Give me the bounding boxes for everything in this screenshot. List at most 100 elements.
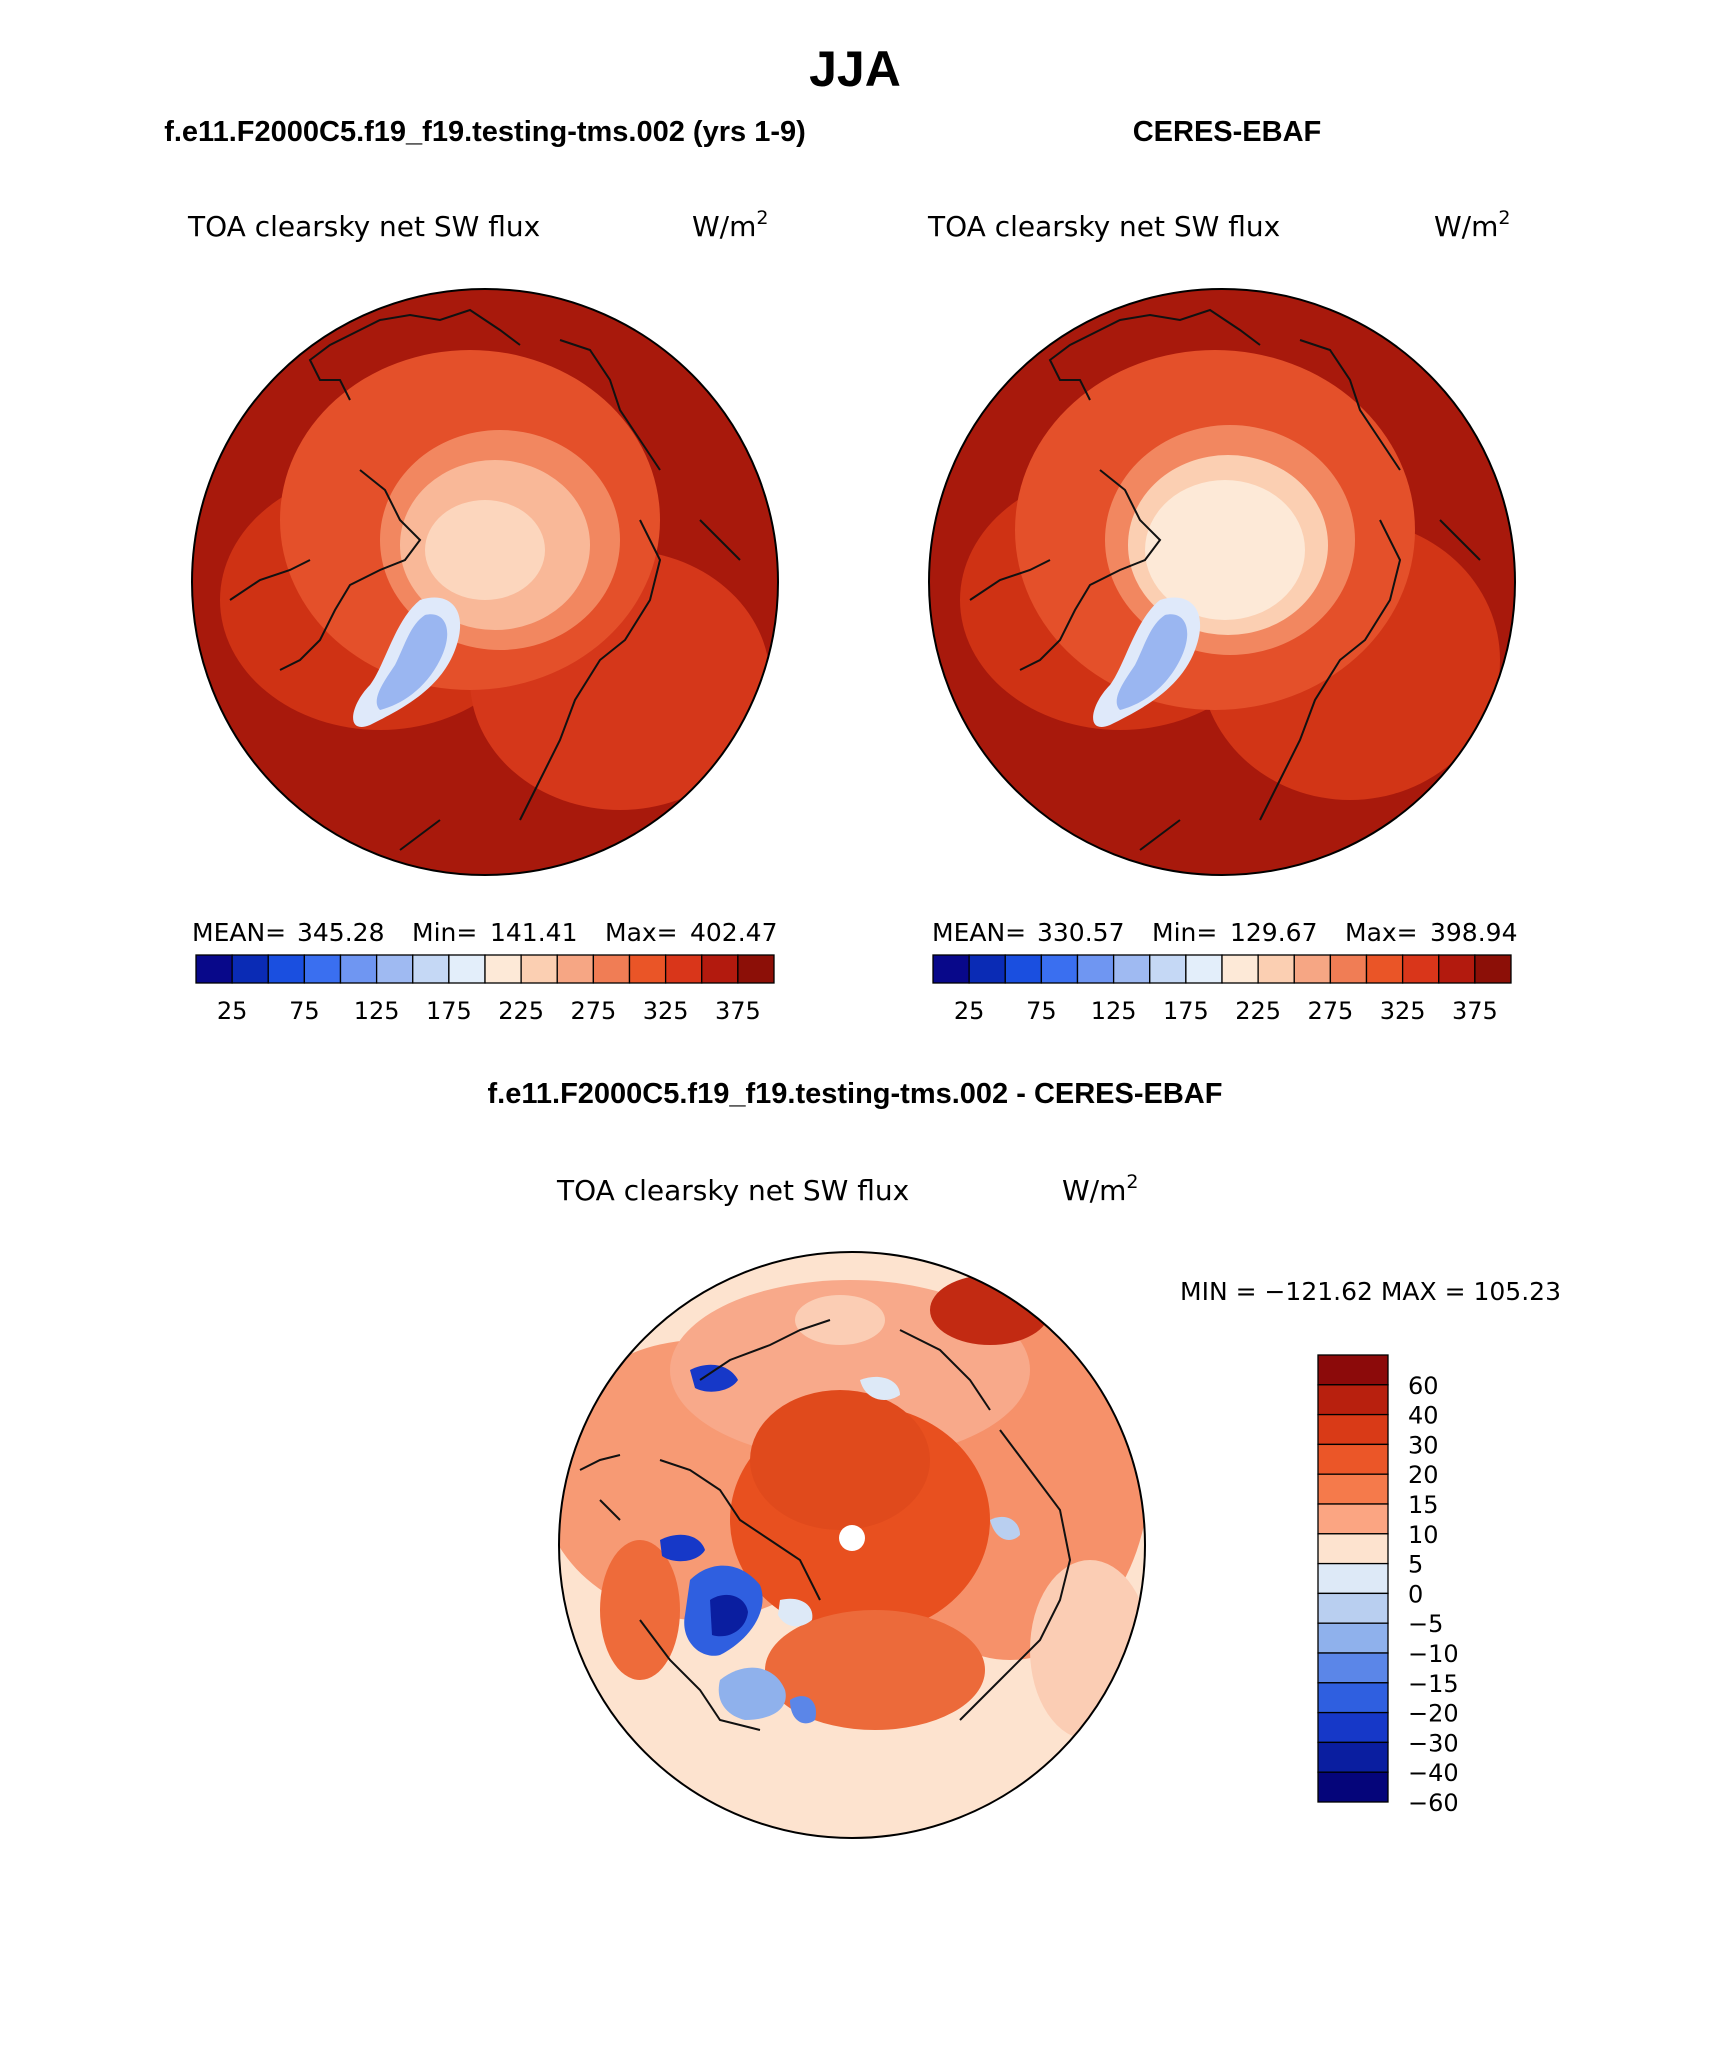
panel-obs-units: W/m2 — [1434, 207, 1511, 243]
diff-colorbar-label: −40 — [1408, 1759, 1459, 1787]
panel-obs: CERES-EBAF TOA clearsky net SW flux W/m2… — [927, 116, 1517, 1025]
colorbar-swatch — [664, 954, 703, 984]
diff-colorbar-label: 30 — [1408, 1431, 1439, 1459]
diff-colorbar-swatch — [1317, 1413, 1389, 1446]
colorbar-swatch — [1474, 954, 1512, 984]
diff-title: f.e11.F2000C5.f19_f19.testing-tms.002 - … — [488, 1078, 1223, 1110]
colorbar-tick-label: 275 — [570, 997, 616, 1025]
panel-obs-mean-label: MEAN= — [932, 918, 1026, 947]
colorbar-tick-label: 175 — [1163, 997, 1209, 1025]
colorbar-swatch — [1401, 954, 1440, 984]
colorbar-tick-label: 175 — [426, 997, 472, 1025]
diff-colorbar-swatch — [1317, 1711, 1389, 1744]
panel-model-units-exponent: 2 — [756, 207, 768, 229]
panel-obs-units-exponent: 2 — [1498, 207, 1510, 229]
colorbar-swatch — [231, 954, 269, 984]
diff-units-exponent: 2 — [1126, 1171, 1138, 1193]
colorbar-swatch — [1257, 954, 1295, 984]
diff-colorbar-swatch — [1317, 1682, 1389, 1714]
colorbar-swatch — [932, 954, 970, 984]
diff-colorbar-label: 15 — [1408, 1491, 1439, 1519]
colorbar-swatch — [628, 954, 667, 984]
diff-variable: TOA clearsky net SW flux — [556, 1174, 909, 1207]
panel-model-min-value: 141.41 — [490, 918, 577, 947]
panel-obs-polar-map — [929, 289, 1515, 875]
colorbar-swatch — [195, 954, 233, 984]
colorbar-swatch — [375, 954, 414, 984]
panel-obs-mean-value: 330.57 — [1037, 918, 1124, 947]
colorbar-swatch — [701, 954, 739, 984]
colorbar-swatch — [1221, 954, 1259, 984]
colorbar-swatch — [1329, 954, 1368, 984]
colorbar-swatch — [1149, 954, 1187, 984]
colorbar-swatch — [267, 954, 306, 984]
diff-colorbar-label: −30 — [1408, 1729, 1459, 1757]
colorbar-swatch — [968, 954, 1006, 984]
colorbar-swatch — [303, 954, 342, 984]
diff-colorbar-swatch — [1317, 1622, 1389, 1654]
colorbar-swatch — [1438, 954, 1476, 984]
diff-colorbar-swatch — [1317, 1741, 1389, 1773]
colorbar-swatch — [1365, 954, 1404, 984]
panel-obs-colorbar: 25 75 125 175 225 275 325 375 — [932, 954, 1512, 1025]
colorbar-tick-label: 25 — [217, 997, 248, 1025]
colorbar-swatch — [1185, 954, 1223, 984]
colorbar-swatch — [737, 954, 775, 984]
diff-colorbar-swatch — [1317, 1562, 1389, 1595]
colorbar-swatch — [1112, 954, 1151, 984]
page-title: JJA — [809, 41, 901, 97]
panel-model: f.e11.F2000C5.f19_f19.testing-tms.002 (y… — [164, 116, 806, 1025]
diff-colorbar-swatch — [1317, 1443, 1389, 1475]
panel-model-max-label: Max= — [605, 918, 678, 947]
colorbar-swatch — [592, 954, 631, 984]
diff-colorbar-swatch — [1317, 1354, 1389, 1386]
colorbar-swatch — [520, 954, 558, 984]
panel-model-mean-value: 345.28 — [297, 918, 384, 947]
diff-colorbar-label: 10 — [1408, 1521, 1439, 1549]
panel-model-units: W/m2 — [692, 207, 769, 243]
colorbar-tick-label: 125 — [1091, 997, 1137, 1025]
panel-model-mean-label: MEAN= — [192, 918, 286, 947]
panel-model-stats: MEAN= 345.28 Min= 141.41 Max= 402.47 — [192, 918, 777, 947]
diff-map-border — [558, 1251, 1146, 1839]
panel-obs-max-value: 398.94 — [1430, 918, 1517, 947]
colorbar-tick-label: 375 — [715, 997, 761, 1025]
colorbar-tick-label: 75 — [1026, 997, 1057, 1025]
panel-model-map-border — [191, 288, 779, 876]
diff-colorbar-label: −20 — [1408, 1700, 1459, 1728]
colorbar-tick-label: 225 — [498, 997, 544, 1025]
diff-colorbar-swatch — [1317, 1533, 1389, 1565]
diff-colorbar-label: −5 — [1408, 1610, 1443, 1638]
colorbar-tick-label: 325 — [1380, 997, 1426, 1025]
colorbar-swatch — [1076, 954, 1115, 984]
colorbar-tick-label: 75 — [289, 997, 320, 1025]
diff-colorbar-swatch — [1317, 1652, 1389, 1684]
panel-difference: f.e11.F2000C5.f19_f19.testing-tms.002 - … — [488, 1078, 1561, 1839]
diff-colorbar-swatch — [1317, 1473, 1389, 1505]
diff-colorbar-label: 20 — [1408, 1461, 1439, 1489]
colorbar-swatch — [1293, 954, 1332, 984]
panel-obs-variable: TOA clearsky net SW flux — [927, 210, 1280, 243]
diff-colorbar-label: 0 — [1408, 1580, 1423, 1608]
panel-obs-min-label: Min= — [1152, 918, 1217, 947]
colorbar-swatch — [448, 954, 486, 984]
panel-obs-stats: MEAN= 330.57 Min= 129.67 Max= 398.94 — [932, 918, 1517, 947]
panel-obs-map-border — [928, 288, 1516, 876]
panel-model-max-value: 402.47 — [690, 918, 777, 947]
colorbar-tick-label: 125 — [354, 997, 400, 1025]
colorbar-tick-label: 275 — [1307, 997, 1353, 1025]
colorbar-tick-label: 225 — [1235, 997, 1281, 1025]
colorbar-swatch — [339, 954, 378, 984]
panel-model-polar-map — [192, 289, 778, 875]
diff-colorbar-label: −15 — [1408, 1670, 1459, 1698]
panel-model-case-title: f.e11.F2000C5.f19_f19.testing-tms.002 (y… — [164, 116, 806, 148]
panel-obs-min-value: 129.67 — [1230, 918, 1317, 947]
colorbar-tick-label: 325 — [643, 997, 689, 1025]
diff-colorbar-label: 60 — [1408, 1372, 1439, 1400]
panel-model-variable: TOA clearsky net SW flux — [187, 210, 540, 243]
colorbar-tick-label: 375 — [1452, 997, 1498, 1025]
panel-model-min-label: Min= — [412, 918, 477, 947]
panel-obs-case-title: CERES-EBAF — [1133, 116, 1322, 148]
